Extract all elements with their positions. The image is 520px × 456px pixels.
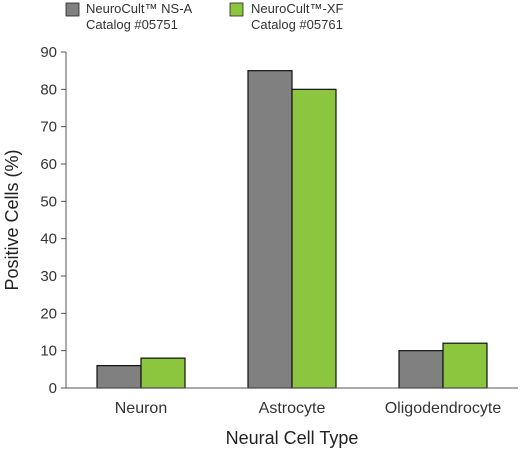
- y-tick-label-10: 10: [40, 343, 57, 360]
- x-category-label-astrocyte: Astrocyte: [259, 400, 326, 417]
- legend-swatch-xf: [229, 2, 244, 17]
- y-tick-label-90: 90: [40, 44, 57, 61]
- bars: [96, 70, 488, 389]
- y-tick-label-50: 50: [40, 193, 57, 210]
- y-tick-label-20: 20: [40, 305, 57, 322]
- y-tick-label-0: 0: [49, 380, 57, 397]
- x-category-label-neuron: Neuron: [115, 400, 167, 417]
- legend-catalog-ns-a: Catalog #05751: [86, 17, 178, 32]
- y-tick-label-70: 70: [40, 119, 57, 136]
- y-tick-label-30: 30: [40, 268, 57, 285]
- bar-neuron-series-2: [140, 357, 186, 389]
- bar-astrocyte-series-2: [291, 88, 337, 389]
- y-axis-title: Positive Cells (%): [2, 149, 22, 290]
- x-category-label-oligodendrocyte: Oligodendrocyte: [385, 400, 502, 417]
- legend-item-xf: NeuroCult™-XF Catalog #05761: [229, 1, 344, 32]
- bar-oligodendrocyte-series-2: [442, 342, 488, 389]
- bar-astrocyte-series-1: [247, 70, 293, 389]
- x-axis-title: Neural Cell Type: [226, 428, 359, 448]
- y-tick-label-60: 60: [40, 156, 57, 173]
- y-tick-label-40: 40: [40, 231, 57, 248]
- x-axis-categories: Neuron Astrocyte Oligodendrocyte: [115, 400, 502, 417]
- legend-catalog-xf: Catalog #05761: [251, 17, 343, 32]
- legend-label-xf: NeuroCult™-XF: [251, 1, 344, 16]
- y-axis-ticks: 0 10 20 30 40 50 60 70 80 90: [40, 44, 66, 397]
- legend-label-ns-a: NeuroCult™ NS-A: [86, 1, 193, 16]
- legend-swatch-ns-a: [65, 2, 80, 17]
- bar-oligodendrocyte-series-1: [398, 350, 444, 389]
- bar-neuron-series-1: [96, 365, 142, 389]
- y-tick-label-80: 80: [40, 81, 57, 98]
- legend: NeuroCult™ NS-A Catalog #05751 NeuroCult…: [65, 1, 344, 32]
- legend-item-ns-a: NeuroCult™ NS-A Catalog #05751: [65, 1, 193, 32]
